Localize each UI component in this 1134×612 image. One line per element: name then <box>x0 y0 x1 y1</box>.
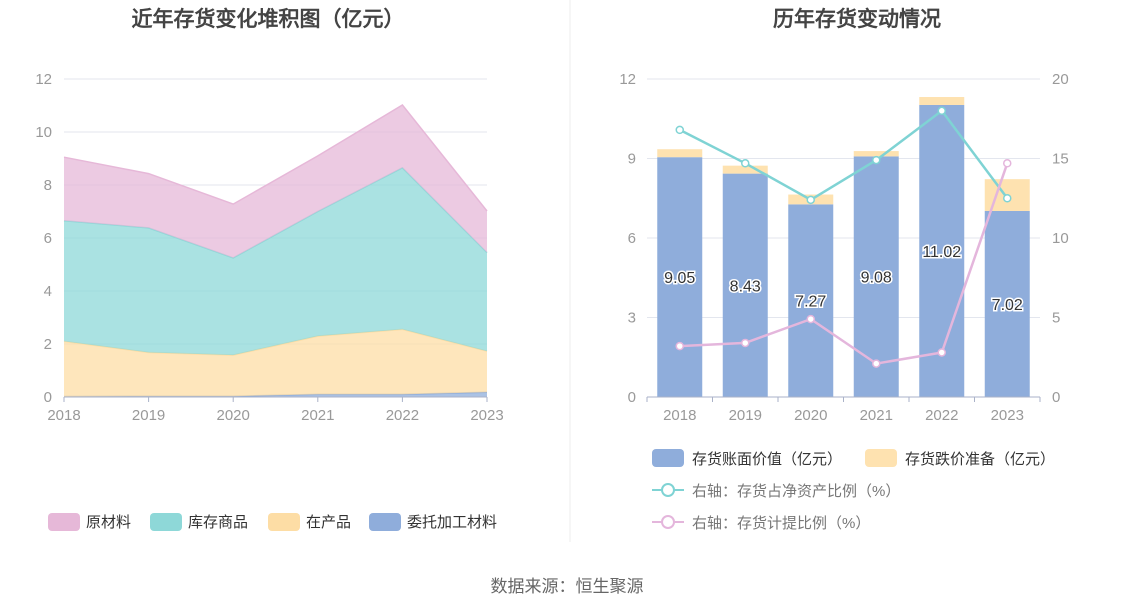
left-y-tick-label: 0 <box>44 389 52 406</box>
left-x-tick-label: 2022 <box>386 407 419 424</box>
right-chart-title: 历年存货变动情况 <box>773 7 941 31</box>
line-point <box>937 106 946 116</box>
left-y-tick-label: 4 <box>44 283 52 300</box>
right-y2-tick-label: 10 <box>1052 230 1069 247</box>
right-y2-tick-label: 0 <box>1052 389 1060 406</box>
right-y2-tick-label: 20 <box>1052 71 1069 88</box>
left-legend-label: 原材料 <box>86 514 131 531</box>
right-y-tick-label: 9 <box>628 151 636 168</box>
line-point <box>806 314 815 324</box>
bar-segment <box>919 97 965 105</box>
line-series <box>679 109 1009 202</box>
line-series <box>679 162 1009 365</box>
right-x-tick-label: 2021 <box>860 407 893 424</box>
bar-data-label: 9.05 <box>664 270 695 287</box>
right-legend-label: 存货账面价值（亿元） <box>692 451 842 468</box>
line-point <box>806 195 815 205</box>
right-x-tick-label: 2022 <box>925 407 958 424</box>
left-chart-title: 近年存货变化堆积图（亿元） <box>132 7 405 31</box>
right-legend-label: 右轴：存货计提比例（%） <box>692 515 870 532</box>
right-legend-label: 右轴：存货占净资产比例（%） <box>692 483 900 500</box>
bar-segment <box>788 204 834 397</box>
line-point <box>675 125 684 135</box>
bar-segment <box>984 210 1030 397</box>
bar-segment <box>722 165 768 174</box>
left-y-tick-label: 8 <box>44 177 52 194</box>
area-series <box>64 329 487 397</box>
right-x-tick-label: 2019 <box>729 407 762 424</box>
line-point <box>1003 194 1012 203</box>
line-point <box>872 155 881 165</box>
right-y2-tick-label: 15 <box>1052 151 1069 168</box>
right-x-tick-label: 2018 <box>663 407 696 424</box>
bar-data-label: 7.27 <box>795 294 826 311</box>
line-point <box>937 348 946 357</box>
inventory-bar-line-chart: 0 3 6 9 12 0 5 10 15 20 9.05 8.43 7.27 9.08 11.02 7.02 2… <box>619 71 1068 532</box>
right-y-tick-label: 3 <box>628 310 636 327</box>
bar-segment <box>853 156 899 397</box>
left-legend-swatch <box>369 513 401 531</box>
right-legend-label: 存货跌价准备（亿元） <box>905 451 1055 468</box>
bar-segment <box>657 157 703 397</box>
bar-segment <box>657 149 703 158</box>
bar-segment <box>722 173 768 397</box>
area-series <box>64 105 487 258</box>
area-series <box>64 167 487 356</box>
line-point <box>1003 159 1012 168</box>
left-x-tick-label: 2019 <box>132 407 165 424</box>
data-source-note: 数据来源：恒生聚源 <box>490 577 644 596</box>
area-series <box>64 392 487 397</box>
left-y-tick-label: 2 <box>44 336 52 353</box>
right-y2-tick-label: 5 <box>1052 310 1060 327</box>
left-legend-swatch <box>268 513 300 531</box>
right-x-tick-label: 2020 <box>794 407 827 424</box>
left-legend-label: 委托加工材料 <box>407 514 497 531</box>
stacked-area-chart: 0 2 4 6 8 10 12 2018 2019 2020 2021 2022 2023 原材料 库存商品… <box>35 71 504 531</box>
left-y-tick-label: 12 <box>35 71 52 88</box>
right-y-tick-label: 12 <box>619 71 636 88</box>
left-legend-swatch <box>150 513 182 531</box>
left-legend-swatch <box>48 513 80 531</box>
left-y-tick-label: 6 <box>44 230 52 247</box>
right-y-tick-label: 6 <box>628 230 636 247</box>
right-legend-swatch <box>652 449 684 467</box>
left-legend-label: 在产品 <box>306 514 351 531</box>
right-x-tick-label: 2023 <box>991 407 1024 424</box>
bar-segment <box>853 151 899 157</box>
left-y-tick-label: 10 <box>35 124 52 141</box>
right-legend-marker <box>661 483 675 497</box>
left-x-tick-label: 2020 <box>217 407 250 424</box>
bar-data-label: 7.02 <box>992 297 1023 314</box>
area-series-edge <box>63 104 488 212</box>
line-point <box>741 338 750 348</box>
bar-data-label: 9.08 <box>861 270 892 287</box>
bar-data-label: 8.43 <box>730 278 761 295</box>
right-y-tick-label: 0 <box>628 389 636 406</box>
left-x-tick-label: 2018 <box>47 407 80 424</box>
left-x-tick-label: 2023 <box>470 407 503 424</box>
line-point <box>741 159 750 168</box>
left-x-tick-label: 2021 <box>301 407 334 424</box>
bar-data-label: 11.02 <box>922 244 961 261</box>
right-legend-marker <box>661 515 675 529</box>
left-legend-label: 库存商品 <box>188 514 248 531</box>
line-point <box>675 341 684 351</box>
line-point <box>872 359 881 368</box>
right-legend-swatch <box>865 449 897 467</box>
